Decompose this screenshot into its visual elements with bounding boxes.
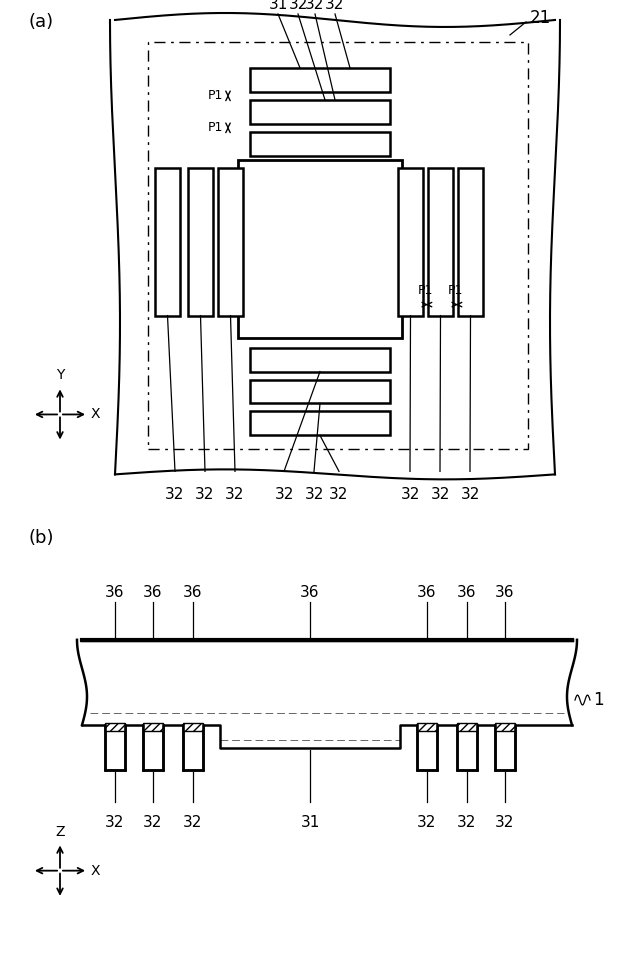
- Bar: [105, 723, 125, 731]
- Text: 36: 36: [300, 584, 320, 600]
- Text: 32: 32: [458, 816, 477, 830]
- Text: 32: 32: [304, 487, 324, 503]
- Bar: [183, 723, 203, 731]
- Text: P1: P1: [207, 89, 223, 103]
- Text: X: X: [91, 864, 100, 877]
- Bar: [495, 723, 515, 731]
- Text: 32: 32: [330, 487, 349, 503]
- Bar: [238, 160, 402, 337]
- Text: 32: 32: [417, 816, 436, 830]
- Text: Z: Z: [55, 825, 65, 839]
- Text: (b): (b): [28, 530, 54, 548]
- Bar: [218, 168, 243, 315]
- Bar: [143, 723, 163, 731]
- Text: 32: 32: [165, 487, 185, 503]
- Text: 21: 21: [530, 9, 551, 27]
- Text: 32: 32: [400, 487, 420, 503]
- Bar: [250, 411, 390, 435]
- Bar: [82, 640, 572, 726]
- Text: 1: 1: [593, 691, 604, 709]
- Text: P1: P1: [207, 121, 223, 135]
- Text: P1: P1: [448, 283, 463, 297]
- Text: 31: 31: [268, 0, 288, 12]
- Text: 36: 36: [495, 584, 515, 600]
- Bar: [250, 68, 390, 92]
- Text: 36: 36: [105, 584, 125, 600]
- Text: 32: 32: [143, 816, 163, 830]
- Bar: [250, 348, 390, 372]
- Text: 32: 32: [288, 0, 308, 12]
- Text: 32: 32: [106, 816, 125, 830]
- Text: X: X: [91, 407, 100, 422]
- Bar: [458, 168, 483, 315]
- Text: 32: 32: [305, 0, 324, 12]
- Text: 31: 31: [300, 816, 320, 830]
- Text: 32: 32: [495, 816, 515, 830]
- Text: 36: 36: [183, 584, 203, 600]
- Bar: [188, 168, 213, 315]
- Text: P1: P1: [418, 283, 433, 297]
- Text: 32: 32: [460, 487, 480, 503]
- Text: (a): (a): [28, 13, 53, 31]
- Text: 32: 32: [183, 816, 203, 830]
- Text: 36: 36: [143, 584, 163, 600]
- Text: 32: 32: [430, 487, 450, 503]
- Bar: [250, 132, 390, 156]
- Bar: [428, 168, 453, 315]
- Text: Y: Y: [56, 368, 64, 382]
- Text: 32: 32: [195, 487, 214, 503]
- Bar: [417, 723, 437, 731]
- Bar: [148, 42, 528, 450]
- Bar: [457, 723, 477, 731]
- Text: 36: 36: [417, 584, 436, 600]
- Polygon shape: [82, 640, 572, 771]
- Text: 32: 32: [325, 0, 345, 12]
- Text: 32: 32: [225, 487, 244, 503]
- Bar: [155, 168, 180, 315]
- Bar: [250, 100, 390, 124]
- Bar: [398, 168, 423, 315]
- Bar: [250, 380, 390, 404]
- Text: 32: 32: [275, 487, 294, 503]
- Text: 36: 36: [457, 584, 477, 600]
